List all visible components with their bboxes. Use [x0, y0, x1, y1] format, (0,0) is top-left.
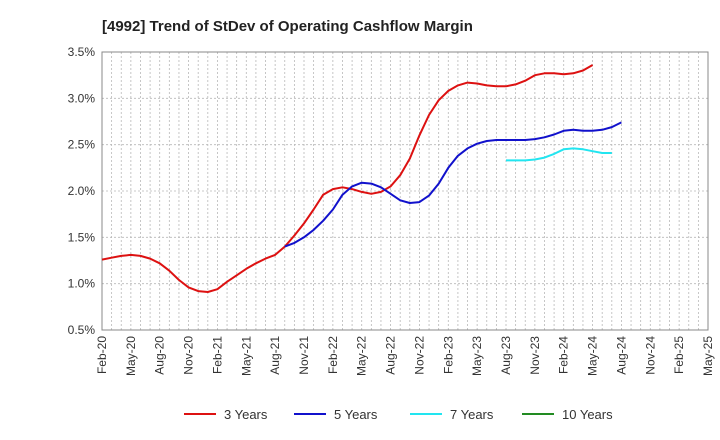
x-tick-label: Aug-24 — [614, 336, 628, 375]
legend-label: 5 Years — [334, 407, 378, 422]
x-tick-label: Aug-21 — [268, 336, 282, 375]
x-tick-label: Aug-22 — [384, 336, 398, 375]
series-line — [284, 121, 622, 248]
y-tick-label: 1.5% — [68, 230, 96, 244]
x-tick-label: Feb-24 — [557, 336, 571, 374]
legend-label: 7 Years — [450, 407, 494, 422]
chart-title: [4992] Trend of StDev of Operating Cashf… — [102, 18, 473, 35]
x-tick-label: May-24 — [586, 336, 600, 376]
plot-frame — [101, 51, 709, 331]
x-tick-label: Feb-25 — [672, 336, 686, 374]
y-tick-label: 3.5% — [68, 45, 96, 59]
y-tick-label: 2.5% — [68, 138, 96, 152]
x-tick-label: Feb-21 — [210, 336, 224, 374]
y-tick-label: 3.0% — [68, 91, 96, 105]
x-tick-label: Aug-23 — [499, 336, 513, 375]
x-tick-label: Nov-24 — [643, 336, 657, 375]
x-tick-label: Nov-21 — [297, 336, 311, 375]
series-line — [101, 64, 594, 293]
series-lines — [101, 64, 622, 293]
x-tick-label: Feb-20 — [95, 336, 109, 374]
y-tick-label: 1.0% — [68, 277, 96, 291]
x-tick-label: Nov-22 — [412, 336, 426, 375]
x-tick-label: Feb-23 — [441, 336, 455, 374]
x-tick-label: Aug-20 — [153, 336, 167, 375]
legend-label: 10 Years — [562, 407, 613, 422]
y-axis: 0.5% 1.0% 1.5% 2.0% 2.5% 3.0% 3.5% — [68, 45, 96, 337]
y-tick-label: 0.5% — [68, 323, 96, 337]
x-tick-label: May-22 — [355, 336, 369, 376]
x-tick-label: Nov-23 — [528, 336, 542, 375]
series-line — [506, 147, 612, 162]
x-tick-label: May-21 — [239, 336, 253, 376]
x-axis: Feb-20 May-20 Aug-20 Nov-20 Feb-21 May-21 Aug-… — [95, 336, 715, 376]
y-tick-label: 2.0% — [68, 184, 96, 198]
x-tick-label: May-25 — [701, 336, 715, 376]
legend-label: 3 Years — [224, 407, 268, 422]
x-tick-label: May-23 — [470, 336, 484, 376]
legend: 3 Years 5 Years 7 Years 10 Years — [184, 407, 613, 422]
x-tick-label: Nov-20 — [182, 336, 196, 375]
x-tick-label: May-20 — [124, 336, 138, 376]
x-tick-label: Feb-22 — [326, 336, 340, 374]
